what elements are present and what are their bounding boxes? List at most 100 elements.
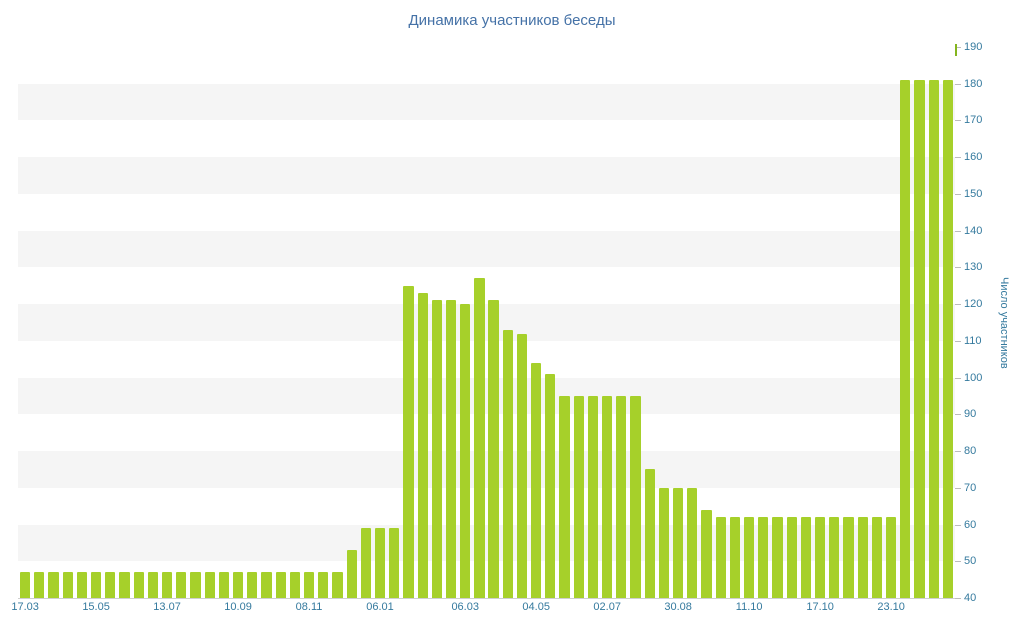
x-tick-label: 02.07	[593, 601, 621, 613]
bar[interactable]	[602, 395, 613, 598]
bar[interactable]	[871, 517, 883, 598]
bar[interactable]	[559, 395, 570, 598]
bar[interactable]	[729, 517, 741, 598]
bar[interactable]	[786, 517, 797, 598]
y-tick-label: 100	[964, 371, 983, 384]
y-tick-mark	[955, 598, 961, 599]
bar[interactable]	[190, 572, 201, 598]
x-tick-label: 17.03	[11, 601, 39, 613]
bar[interactable]	[715, 517, 726, 598]
y-tick-mark	[955, 487, 961, 489]
bar[interactable]	[460, 304, 471, 598]
bar[interactable]	[161, 572, 173, 598]
bar[interactable]	[261, 572, 272, 598]
bar[interactable]	[587, 395, 599, 598]
bar[interactable]	[48, 572, 59, 598]
bar[interactable]	[744, 517, 755, 598]
bar[interactable]	[928, 80, 939, 598]
y-tick-mark	[955, 414, 961, 416]
bar[interactable]	[900, 80, 911, 598]
bar[interactable]	[758, 517, 769, 598]
y-tick-mark	[955, 561, 961, 563]
y-tick-mark	[955, 83, 961, 85]
bar[interactable]	[76, 572, 87, 598]
chart-title: Динамика участников беседы	[408, 12, 616, 29]
bar[interactable]	[275, 572, 286, 598]
bar[interactable]	[474, 278, 485, 598]
bar[interactable]	[62, 572, 73, 598]
bar[interactable]	[815, 517, 826, 598]
bar[interactable]	[616, 395, 627, 598]
bar[interactable]	[687, 487, 698, 598]
bar[interactable]	[431, 300, 442, 598]
plot-area	[18, 47, 955, 599]
bar[interactable]	[630, 395, 641, 598]
bar[interactable]	[389, 528, 400, 598]
bar[interactable]	[800, 517, 812, 598]
y-axis-title: Число участников	[998, 276, 1010, 369]
bar[interactable]	[502, 329, 513, 598]
bar[interactable]	[658, 487, 670, 598]
x-tick-label: 17.10	[806, 601, 834, 613]
bar[interactable]	[289, 572, 300, 598]
bar[interactable]	[247, 572, 258, 598]
y-tick-mark	[955, 47, 961, 48]
bar[interactable]	[360, 528, 371, 598]
bar[interactable]	[374, 528, 386, 598]
y-tick-mark	[955, 451, 961, 453]
bar[interactable]	[914, 80, 925, 598]
bar[interactable]	[19, 572, 31, 598]
bar[interactable]	[829, 517, 840, 598]
bar[interactable]	[701, 509, 712, 598]
bar[interactable]	[573, 395, 584, 598]
bar[interactable]	[318, 572, 329, 598]
bar[interactable]	[232, 572, 244, 598]
bar[interactable]	[90, 572, 102, 598]
bar[interactable]	[346, 550, 357, 598]
bar[interactable]	[942, 80, 953, 598]
y-tick-label: 160	[964, 151, 983, 164]
y-tick-label: 130	[964, 261, 983, 274]
bar[interactable]	[105, 572, 116, 598]
bar[interactable]	[445, 300, 457, 598]
bar[interactable]	[545, 373, 556, 598]
bar[interactable]	[417, 293, 428, 598]
bar[interactable]	[303, 572, 315, 598]
y-tick-label: 120	[964, 298, 983, 311]
y-tick-mark	[955, 157, 961, 159]
grid-band	[18, 157, 955, 194]
bar[interactable]	[843, 517, 854, 598]
grid-band	[18, 451, 955, 488]
y-tick-mark	[955, 377, 961, 379]
bar[interactable]	[673, 487, 684, 598]
bar[interactable]	[772, 517, 783, 598]
bar[interactable]	[147, 572, 158, 598]
bar[interactable]	[403, 285, 414, 598]
bar[interactable]	[204, 572, 215, 598]
y-axis: 40 50 60 70 80 90 100 110 120 130 140 150 160 170 180 1…	[955, 41, 1024, 604]
y-tick-label: 150	[964, 187, 983, 200]
bar[interactable]	[218, 572, 229, 598]
y-tick-label: 110	[964, 334, 982, 347]
y-tick-label: 180	[964, 77, 983, 90]
grid-bands	[18, 47, 955, 598]
grid-band	[18, 230, 955, 268]
bar[interactable]	[531, 362, 542, 598]
x-tick-label: 06.01	[366, 601, 394, 613]
y-tick-mark	[955, 304, 961, 306]
bar[interactable]	[332, 572, 343, 598]
bar[interactable]	[119, 572, 130, 598]
bar[interactable]	[857, 517, 868, 598]
bar[interactable]	[644, 469, 655, 598]
x-tick-label: 06.03	[451, 601, 479, 613]
bar[interactable]	[133, 572, 144, 598]
bar-series	[18, 47, 955, 598]
bar[interactable]	[34, 572, 45, 598]
bar[interactable]	[516, 333, 528, 598]
bar[interactable]	[176, 572, 187, 598]
grid-band	[18, 377, 955, 415]
x-tick-label: 23.10	[877, 601, 905, 613]
bar[interactable]	[886, 517, 897, 598]
y-tick-label: 70	[964, 481, 977, 494]
bar[interactable]	[488, 300, 499, 598]
